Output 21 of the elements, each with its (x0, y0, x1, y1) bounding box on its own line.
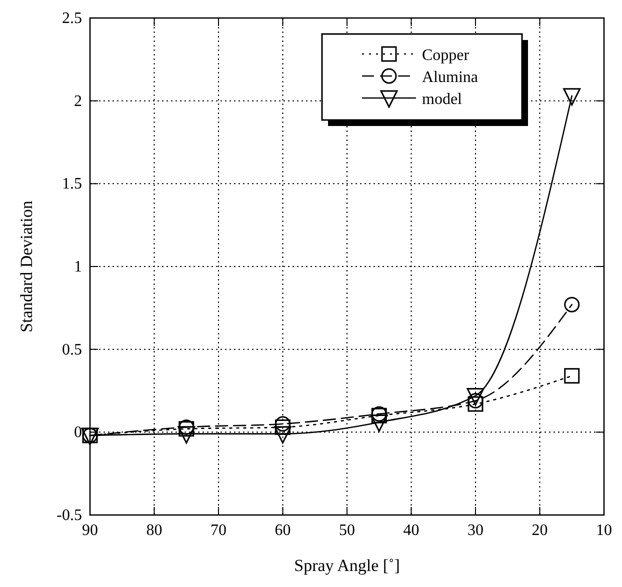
x-tick-label: 60 (274, 522, 291, 539)
x-axis-title: Spray Angle [˚] (294, 556, 400, 575)
x-tick-label: 80 (146, 522, 162, 539)
x-tick-label: 70 (210, 522, 226, 539)
y-axis-title: Standard Deviation (17, 200, 36, 332)
y-tick-label: -0.5 (56, 507, 82, 524)
legend-label: Copper (422, 47, 470, 64)
x-tick-label: 50 (339, 522, 355, 539)
y-tick-label: 1 (74, 258, 82, 276)
x-tick-label: 90 (82, 522, 98, 539)
y-tick-label: 2 (74, 92, 82, 110)
x-tick-label: 30 (468, 522, 484, 539)
x-tick-label: 40 (403, 522, 420, 539)
y-tick-label: 2.5 (62, 10, 82, 27)
x-tick-label: 20 (532, 522, 548, 539)
legend-label: Alumina (422, 69, 478, 86)
y-tick-label: 1.5 (62, 176, 82, 193)
x-tick-label: 10 (596, 522, 612, 539)
y-tick-label: 0 (74, 424, 82, 442)
legend-label: model (422, 91, 463, 108)
y-tick-label: 0.5 (62, 341, 82, 358)
